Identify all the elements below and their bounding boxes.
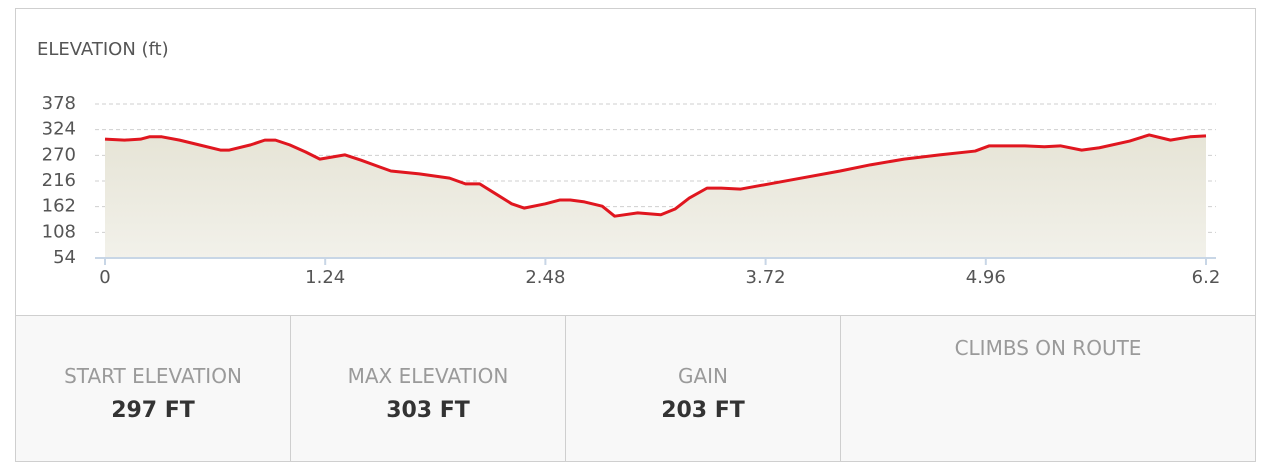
x-tick-label: 3.72 [746, 267, 786, 288]
stat-label: MAX ELEVATION [347, 364, 509, 388]
elevation-area [105, 134, 1206, 258]
y-tick-label: 216 [42, 170, 76, 191]
stat-cell: MAX ELEVATION 303 FT [291, 316, 566, 461]
y-tick-label: 270 [42, 144, 76, 165]
y-tick-label: 108 [42, 221, 76, 242]
chart-title: ELEVATION (ft) [37, 39, 169, 60]
x-tick-label: 1.24 [305, 267, 345, 288]
stat-value: 203 FT [661, 398, 745, 423]
y-tick-label: 378 [42, 93, 76, 114]
stat-label: GAIN [677, 364, 729, 388]
elevation-line [104, 133, 1207, 218]
x-tick-label: 0 [99, 267, 110, 288]
chart: ELEVATION (ft) 54 108 162 216 270 324 378 0 1.24… [37, 39, 1221, 288]
stat-value: 297 FT [111, 398, 195, 423]
stat-value: 303 FT [386, 398, 470, 423]
stat-cell: GAIN 203 FT [566, 316, 841, 461]
stat-label: START ELEVATION [64, 364, 242, 388]
y-tick-label: 324 [42, 119, 76, 140]
stats-row: START ELEVATION 297 FT MAX ELEVATION 303… [15, 315, 1256, 462]
x-tick-label: 4.96 [966, 267, 1006, 288]
stat-cell: START ELEVATION 297 FT [16, 316, 291, 461]
climbs-header: CLIMBS ON ROUTE [954, 336, 1142, 360]
x-tick-label: 6.2 [1192, 267, 1221, 288]
y-tick-label: 54 [53, 247, 76, 268]
x-tick-label: 2.48 [525, 267, 565, 288]
y-tick-label: 162 [42, 196, 76, 217]
climbs-cell: CLIMBS ON ROUTE [841, 316, 1255, 461]
